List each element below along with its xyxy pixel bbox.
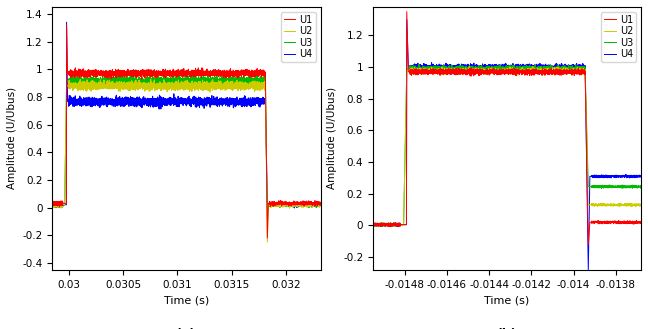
- U4: [206, 98, 214, 102]
- U3: [49, 203, 56, 207]
- U3: [235, 73, 242, 77]
- U1: [584, 242, 592, 246]
- U1: [250, 74, 258, 78]
- U1: [317, 201, 325, 205]
- Line: U4: U4: [373, 20, 641, 270]
- U3: [588, 184, 596, 188]
- U3: [415, 63, 422, 66]
- U1: [410, 69, 417, 73]
- U4: [637, 175, 645, 179]
- U3: [637, 184, 645, 188]
- U2: [96, 84, 104, 88]
- U3: [96, 77, 104, 81]
- U2: [264, 240, 272, 244]
- U3: [104, 80, 111, 84]
- U3: [113, 78, 121, 82]
- U3: [272, 202, 279, 206]
- U3: [393, 222, 400, 226]
- U3: [387, 223, 395, 227]
- U2: [461, 68, 469, 72]
- Line: U3: U3: [373, 64, 641, 226]
- U2: [369, 221, 377, 225]
- U1: [201, 72, 209, 76]
- Line: U1: U1: [52, 25, 321, 238]
- U2: [397, 224, 404, 228]
- U3: [149, 78, 157, 82]
- U2: [465, 64, 473, 68]
- U4: [161, 102, 169, 106]
- U4: [571, 64, 579, 68]
- U4: [631, 175, 639, 179]
- U4: [317, 202, 325, 206]
- U2: [113, 86, 121, 90]
- U1: [403, 10, 411, 14]
- Line: U4: U4: [52, 22, 321, 208]
- Line: U2: U2: [52, 79, 321, 242]
- U4: [290, 206, 298, 210]
- U2: [637, 204, 645, 208]
- Text: (a): (a): [176, 328, 196, 329]
- U4: [248, 100, 256, 104]
- U2: [49, 203, 56, 207]
- U1: [49, 200, 56, 204]
- U2: [507, 67, 515, 71]
- U1: [631, 221, 639, 225]
- U2: [618, 203, 626, 207]
- Line: U3: U3: [52, 75, 321, 220]
- U4: [527, 66, 535, 70]
- U2: [317, 202, 325, 206]
- U2: [393, 222, 400, 226]
- U1: [264, 236, 272, 240]
- U2: [235, 81, 242, 85]
- X-axis label: Time (s): Time (s): [164, 295, 209, 305]
- U2: [272, 201, 279, 205]
- U1: [379, 224, 387, 228]
- Legend: U1, U2, U3, U4: U1, U2, U3, U4: [601, 12, 636, 62]
- U1: [63, 23, 71, 27]
- U4: [403, 18, 411, 22]
- U2: [104, 84, 111, 88]
- U4: [165, 101, 172, 105]
- U3: [264, 218, 272, 222]
- U4: [49, 204, 56, 208]
- U2: [147, 77, 155, 81]
- U1: [571, 67, 579, 71]
- Y-axis label: Amplitude (U/Ubus): Amplitude (U/Ubus): [7, 87, 17, 190]
- U4: [253, 99, 261, 103]
- U4: [379, 222, 387, 226]
- U1: [527, 73, 535, 77]
- U3: [373, 224, 380, 228]
- U2: [387, 223, 395, 227]
- Line: U2: U2: [373, 66, 641, 226]
- U1: [311, 201, 319, 205]
- U1: [637, 221, 645, 225]
- U4: [63, 20, 71, 24]
- X-axis label: Time (s): Time (s): [485, 295, 529, 305]
- U1: [377, 222, 385, 226]
- U3: [507, 67, 515, 71]
- U2: [588, 203, 596, 207]
- U4: [584, 268, 592, 272]
- U1: [69, 73, 76, 77]
- U3: [317, 201, 325, 205]
- U3: [618, 186, 626, 190]
- U4: [369, 222, 377, 226]
- U4: [276, 203, 284, 207]
- U1: [52, 201, 60, 205]
- U1: [52, 203, 60, 207]
- U4: [377, 222, 385, 226]
- Legend: U1, U2, U3, U4: U1, U2, U3, U4: [281, 12, 316, 62]
- U3: [369, 222, 377, 226]
- Y-axis label: Amplitude (U/Ubus): Amplitude (U/Ubus): [327, 87, 338, 190]
- Text: (b): (b): [497, 328, 517, 329]
- U4: [410, 63, 417, 67]
- U1: [369, 223, 377, 227]
- U2: [149, 83, 157, 87]
- Line: U1: U1: [373, 12, 641, 244]
- U3: [461, 66, 469, 70]
- U3: [132, 73, 139, 77]
